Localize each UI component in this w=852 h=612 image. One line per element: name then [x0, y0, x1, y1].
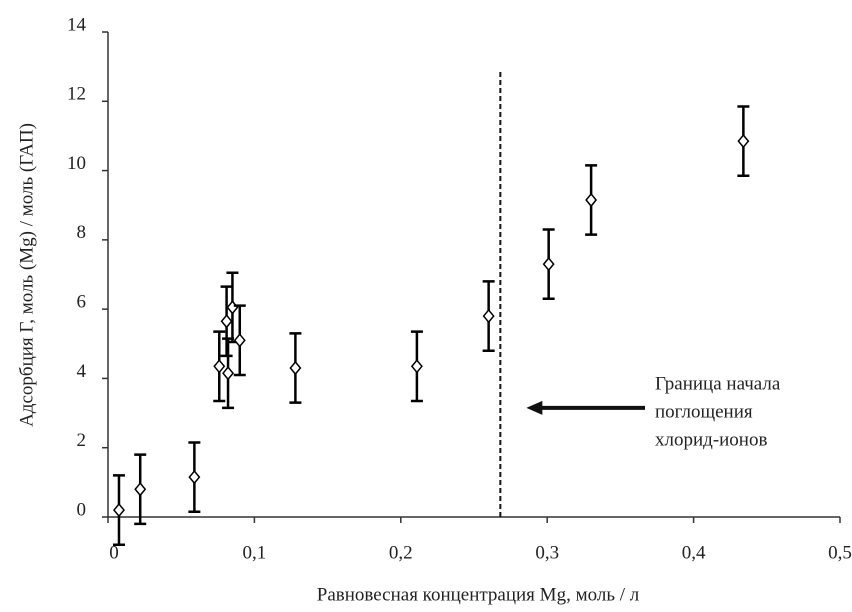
y-tick-label: 4	[77, 361, 87, 382]
y-tick-label: 2	[77, 430, 87, 451]
arrow-head	[526, 400, 543, 415]
x-tick-label: 0,4	[682, 542, 706, 563]
data-point	[220, 314, 233, 329]
y-tick-label: 0	[77, 499, 87, 520]
y-tick-label: 6	[77, 292, 87, 313]
annotation-text: Граница начала	[655, 373, 781, 394]
y-tick-label: 14	[67, 14, 87, 35]
data-point	[737, 133, 750, 149]
data-point	[542, 256, 555, 272]
data-point	[410, 359, 423, 374]
data-point	[585, 192, 598, 208]
x-axis-label: Равновесная концентрация Mg, моль / л	[317, 584, 640, 605]
y-tick-label: 8	[77, 222, 87, 243]
data-point	[113, 502, 125, 518]
y-axis-label: Адсорбция Г, моль (Mg) / моль (ГАП)	[16, 123, 37, 427]
y-tick-label: 10	[67, 153, 86, 174]
x-tick-label: 0,3	[535, 542, 559, 563]
annotation-text: хлорид-ионов	[655, 429, 767, 450]
y-tick-label: 12	[67, 84, 86, 105]
x-tick-label: 0	[109, 542, 119, 563]
data-point	[289, 360, 302, 376]
x-tick-label: 0,1	[243, 542, 267, 563]
data-point	[213, 359, 226, 374]
data-point	[188, 469, 201, 485]
data-point	[226, 300, 239, 315]
annotation-text: поглощения	[655, 401, 753, 422]
data-point	[134, 482, 147, 497]
x-tick-label: 0,2	[389, 542, 413, 563]
data-point	[222, 366, 235, 381]
data-point	[233, 333, 246, 348]
x-tick-label: 0,5	[828, 542, 852, 563]
data-point	[482, 308, 495, 324]
